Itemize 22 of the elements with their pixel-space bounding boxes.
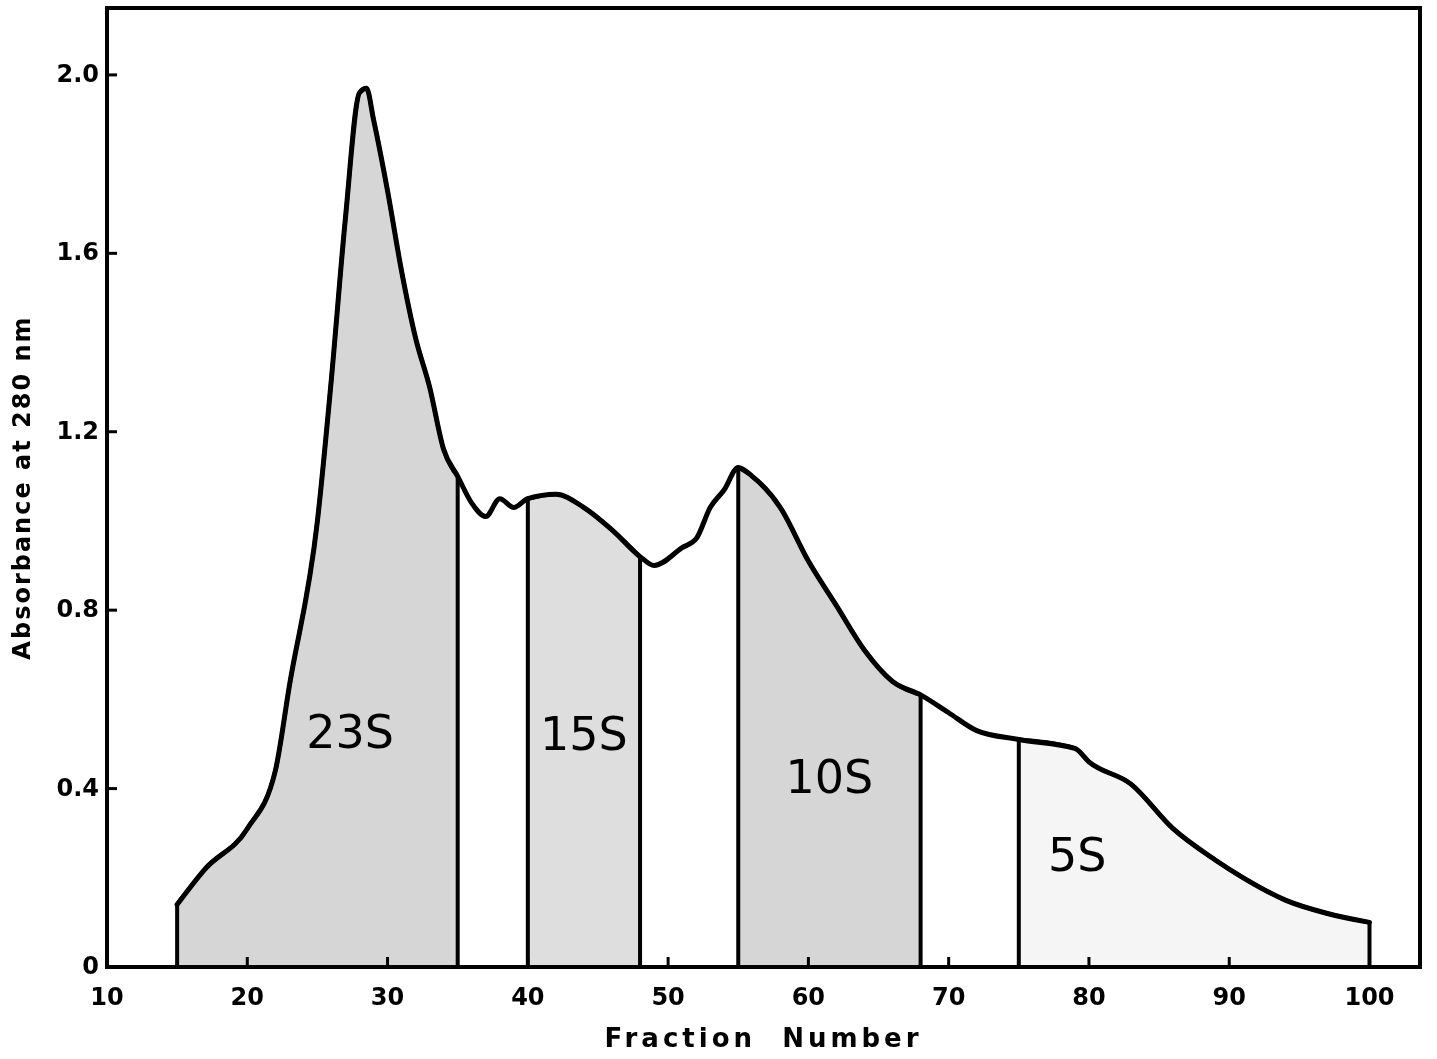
- x-tick-label: 10: [90, 983, 124, 1011]
- x-tick-label: 60: [791, 983, 826, 1011]
- y-tick-label: 2.0: [56, 59, 99, 88]
- y-tick-label: 0.4: [56, 773, 99, 802]
- series-label: 10S: [785, 750, 874, 805]
- y-tick-label: 1.2: [56, 416, 99, 445]
- x-tick-label: 30: [370, 983, 405, 1011]
- series-label: 23S: [306, 704, 395, 759]
- x-tick-label: 100: [1344, 983, 1395, 1011]
- x-axis-title: Fraction Number: [604, 1023, 923, 1053]
- y-tick-label: 0.8: [56, 595, 99, 624]
- y-tick-label: 1.6: [56, 238, 99, 267]
- x-tick-label: 40: [511, 983, 545, 1011]
- x-tick-label: 90: [1212, 983, 1246, 1011]
- series-label: 15S: [540, 706, 628, 761]
- x-tick-label: 20: [230, 983, 264, 1011]
- series-label: 5S: [1048, 828, 1107, 883]
- x-tick-label: 70: [931, 983, 966, 1011]
- x-tick-label: 50: [651, 983, 685, 1011]
- x-tick-label: 80: [1072, 983, 1106, 1011]
- y-tick-label: 0: [82, 952, 99, 980]
- y-axis-title: Absorbance at 280 nm: [8, 315, 36, 660]
